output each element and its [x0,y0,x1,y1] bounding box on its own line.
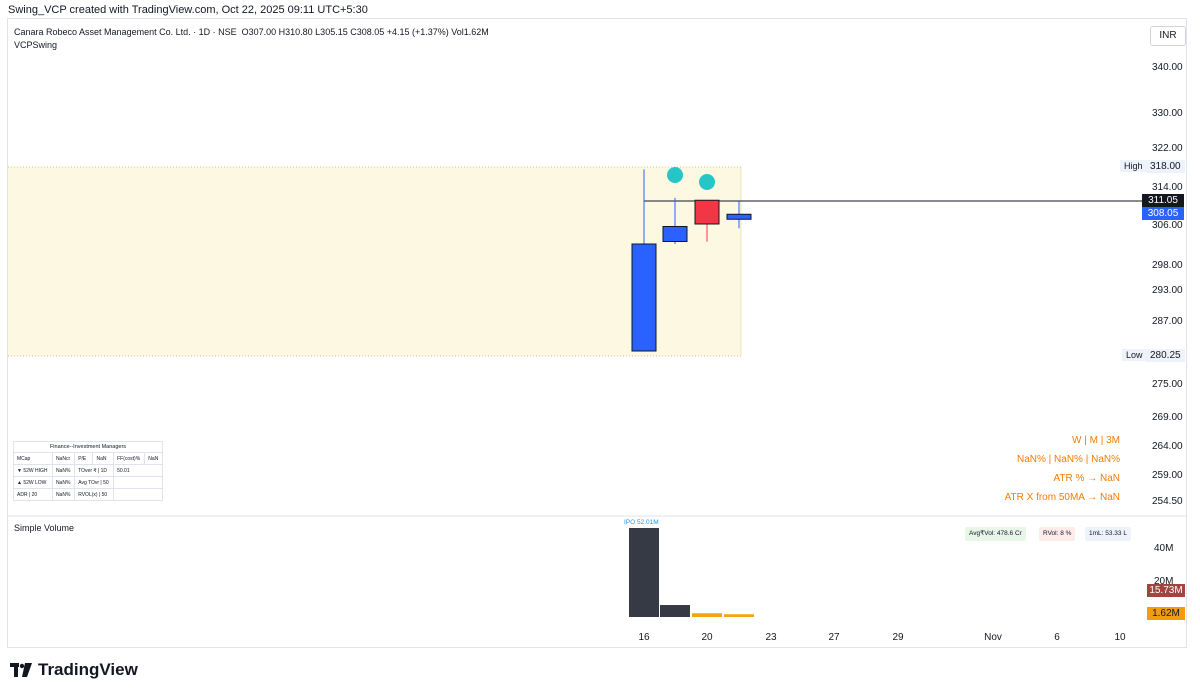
time-axis: 16 20 23 27 29 Nov 6 10 [638,632,1126,643]
table-cell: NaN% [51,464,76,477]
volume-pane-title[interactable]: Simple Volume [14,523,75,533]
time-axis-tick: 23 [765,632,777,643]
price-axis-tick: 314.00 [1152,182,1183,193]
high-value-label: 318.00 [1146,160,1185,173]
last-volume-label: 1.62M [1147,607,1185,620]
volume-bar[interactable] [692,613,722,617]
table-cell: P/E [74,452,94,465]
candle-body[interactable] [726,213,752,220]
table-cell: ▲ 52W LOW [13,476,53,489]
signal-dots [667,167,715,190]
price-axis-tick: 322.00 [1152,143,1183,154]
price-axis-tick: 298.00 [1152,260,1183,271]
time-axis-tick: Nov [984,632,1002,643]
table-cell: NaN [92,452,115,465]
table-cell: NaN% [51,488,76,501]
line-value-label: 311.05 [1142,194,1184,207]
price-axis-tick: 340.00 [1152,62,1183,73]
price-axis: 340.00 330.00 322.00 314.00 306.00 298.00 293.… [1152,62,1183,507]
price-axis-tick: 330.00 [1152,108,1183,119]
table-row: ▼ 52W HIGH NaN% TOver ₹ | 1D 50.01 [13,464,163,477]
chart-caption: Swing_VCP created with TradingView.com, … [8,4,368,16]
table-row: ADR | 20 NaN% RVOL(x) | 50 [13,488,163,501]
volume-bar[interactable] [629,528,659,617]
tradingview-logo[interactable]: TradingView [10,660,138,680]
signal-dot [699,174,715,190]
last-price-label: 308.05 [1142,207,1184,220]
indicator-name[interactable]: VCPSwing [14,40,58,50]
candle-body[interactable] [694,199,720,225]
high-tag: High [1120,160,1147,172]
one-ml-badge: 1mL: 53.33 L [1085,527,1131,541]
price-axis-tick: 275.00 [1152,379,1183,390]
rvol-badge: RVol: 8 % [1039,527,1076,541]
table-cell: FF(cost)% [113,452,146,465]
stats-periods: W | M | 3M [1072,435,1120,446]
price-axis-tick: 293.00 [1152,285,1183,296]
time-axis-tick: 27 [828,632,840,643]
time-axis-tick: 20 [701,632,713,643]
time-axis-tick: 16 [638,632,650,643]
volume-bar[interactable] [660,605,690,617]
table-cell [113,488,163,501]
table-cell: ▼ 52W HIGH [13,464,53,477]
table-cell [113,476,163,489]
avg-volume-label: 15.73M [1147,584,1185,597]
ohlc-values: O307.00 H310.80 L305.15 C308.05 +4.15 (+… [241,27,489,37]
volume-bar[interactable] [724,614,754,617]
tradingview-logo-icon [10,663,32,677]
time-axis-tick: 10 [1114,632,1126,643]
stats-changes: NaN% | NaN% | NaN% [1017,454,1120,465]
ipo-volume-label: IPO 52.01M [624,519,659,526]
range-zone [8,167,741,356]
stats-atr: ATR % → NaN [1053,473,1121,484]
table-cell: NaN [144,452,163,465]
currency-button[interactable]: INR [1150,26,1186,46]
avg-value-volume-badge: Avg₹Vol: 478.6 Cr [965,527,1026,541]
candle-body[interactable] [631,243,657,352]
table-cell: 50.01 [113,464,163,477]
stats-atr-ma: ATR X from 50MA → NaN [1004,492,1120,503]
table-cell: TOver ₹ | 1D [74,464,115,477]
price-axis-tick: 306.00 [1152,220,1183,231]
table-cell: ADR | 20 [13,488,53,501]
price-axis-tick: 287.00 [1152,316,1183,327]
price-axis-tick: 269.00 [1152,412,1183,423]
table-cell: NaN% [51,476,76,489]
volume-axis-20m: 20M [1154,576,1174,587]
table-row: ▲ 52W LOW NaN% Avg TOvr | 50 [13,476,163,489]
table-cell: Avg TOvr | 50 [74,476,115,489]
volume-axis-40m: 40M [1154,543,1174,554]
symbol-legend: Canara Robeco Asset Management Co. Ltd. … [14,27,489,37]
price-axis-tick: 259.00 [1152,470,1183,481]
volume-bars [629,528,754,617]
candles-group [631,169,752,352]
price-axis-tick: 254.50 [1152,496,1183,507]
price-axis-tick: 264.00 [1152,441,1183,452]
table-cell: RVOL(x) | 50 [74,488,115,501]
table-row: MCap NaNcr P/E NaN FF(cost)% NaN [13,452,163,465]
table-cell: MCap [13,452,53,465]
low-tag: Low [1122,349,1147,361]
table-cell: NaNcr [51,452,76,465]
finance-table-title: Finance--Investment Managers [13,441,163,452]
time-axis-tick: 6 [1054,632,1060,643]
finance-table-container: Finance--Investment Managers MCap NaNcr … [13,441,163,501]
time-axis-tick: 29 [892,632,904,643]
tradingview-wordmark: TradingView [38,660,138,679]
signal-dot [667,167,683,183]
candle-body[interactable] [662,226,688,242]
chart-frame [7,18,1187,648]
low-value-label: 280.25 [1146,349,1185,362]
finance-table: MCap NaNcr P/E NaN FF(cost)% NaN ▼ 52W H… [13,452,163,501]
symbol-name[interactable]: Canara Robeco Asset Management Co. Ltd. … [14,27,237,37]
